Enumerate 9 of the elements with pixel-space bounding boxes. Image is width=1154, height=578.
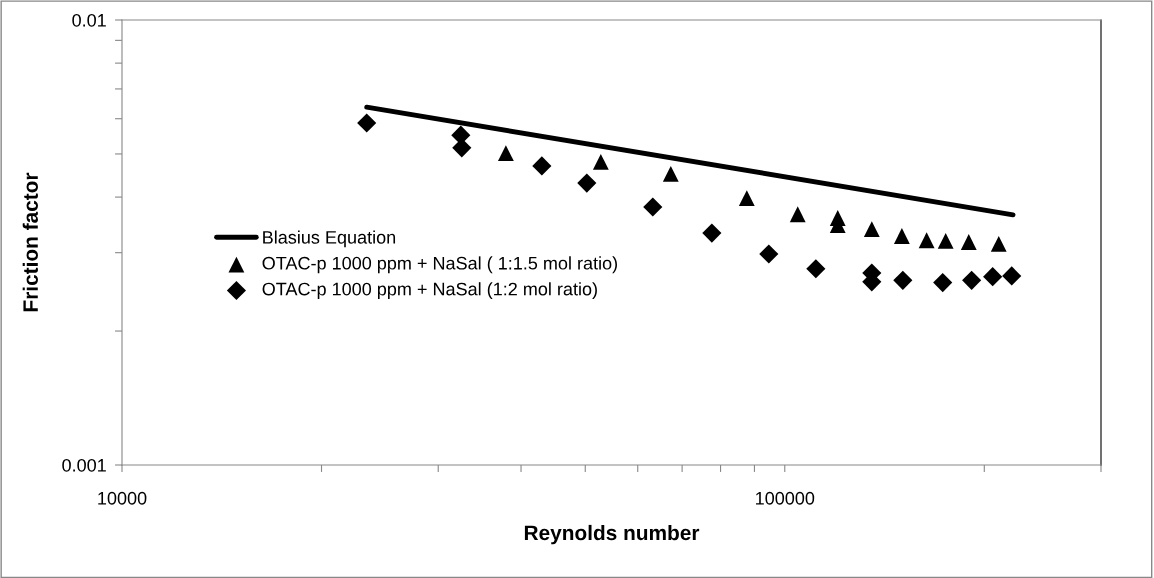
x-tick-label: 100000: [756, 491, 815, 505]
x-axis-title: Reynolds number: [524, 524, 700, 545]
legend-label: OTAC-p 1000 ppm + NaSal (1:2 mol ratio): [262, 282, 597, 300]
legend-label: OTAC-p 1000 ppm + NaSal ( 1:1.5 mol ratio): [262, 256, 618, 274]
y-tick-label: 0.01: [72, 13, 106, 27]
y-tick-label: 0.001: [62, 458, 106, 472]
legend-label: Blasius Equation: [263, 230, 396, 248]
x-tick-label: 10000: [98, 491, 147, 505]
y-axis-title: Friction factor: [22, 172, 38, 312]
